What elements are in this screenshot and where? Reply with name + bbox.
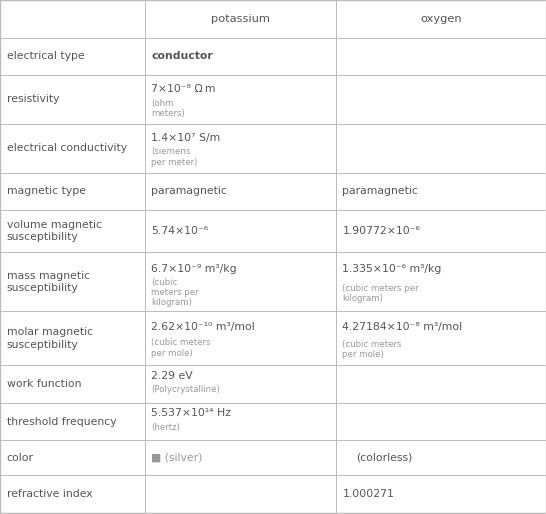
Text: color: color: [7, 453, 33, 463]
Text: 7×10⁻⁸ Ω m: 7×10⁻⁸ Ω m: [151, 84, 216, 94]
Text: 1.000271: 1.000271: [342, 489, 394, 499]
Text: oxygen: oxygen: [420, 14, 462, 24]
Text: molar magnetic
susceptibility: molar magnetic susceptibility: [7, 327, 93, 350]
Text: resistivity: resistivity: [7, 95, 59, 104]
Text: (Polycrystalline): (Polycrystalline): [151, 386, 220, 394]
Text: paramagnetic: paramagnetic: [342, 187, 418, 196]
Text: 2.62×10⁻¹⁰ m³/mol: 2.62×10⁻¹⁰ m³/mol: [151, 322, 255, 332]
Text: (cubic meters
per mole): (cubic meters per mole): [151, 339, 211, 358]
Text: 5.537×10¹⁴ Hz: 5.537×10¹⁴ Hz: [151, 409, 232, 418]
Text: (ohm
meters): (ohm meters): [151, 99, 185, 118]
Text: 2.29 eV: 2.29 eV: [151, 371, 193, 381]
Text: work function: work function: [7, 379, 81, 389]
Text: (cubic
meters per
kilogram): (cubic meters per kilogram): [151, 278, 199, 307]
Text: (hertz): (hertz): [151, 423, 180, 432]
Text: 6.7×10⁻⁹ m³/kg: 6.7×10⁻⁹ m³/kg: [151, 264, 237, 274]
Text: mass magnetic
susceptibility: mass magnetic susceptibility: [7, 271, 90, 293]
Text: electrical type: electrical type: [7, 51, 84, 61]
Text: 1.4×10⁷ S/m: 1.4×10⁷ S/m: [151, 133, 221, 142]
Text: (cubic meters per
kilogram): (cubic meters per kilogram): [342, 284, 419, 303]
Text: (cubic meters
per mole): (cubic meters per mole): [342, 340, 402, 359]
Text: electrical conductivity: electrical conductivity: [7, 143, 127, 153]
Text: potassium: potassium: [211, 14, 270, 24]
Text: (colorless): (colorless): [356, 453, 412, 463]
Text: 1.335×10⁻⁶ m³/kg: 1.335×10⁻⁶ m³/kg: [342, 264, 442, 274]
Text: (siemens
per meter): (siemens per meter): [151, 148, 198, 167]
Text: refractive index: refractive index: [7, 489, 92, 499]
Text: threshold frequency: threshold frequency: [7, 417, 116, 427]
Text: ■ (silver): ■ (silver): [151, 453, 203, 463]
Text: paramagnetic: paramagnetic: [151, 187, 227, 196]
Text: 1.90772×10⁻⁶: 1.90772×10⁻⁶: [342, 226, 420, 236]
Text: 5.74×10⁻⁶: 5.74×10⁻⁶: [151, 226, 209, 236]
Text: 4.27184×10⁻⁸ m³/mol: 4.27184×10⁻⁸ m³/mol: [342, 322, 462, 332]
Text: volume magnetic
susceptibility: volume magnetic susceptibility: [7, 220, 102, 243]
Text: magnetic type: magnetic type: [7, 187, 86, 196]
Text: conductor: conductor: [151, 51, 213, 61]
